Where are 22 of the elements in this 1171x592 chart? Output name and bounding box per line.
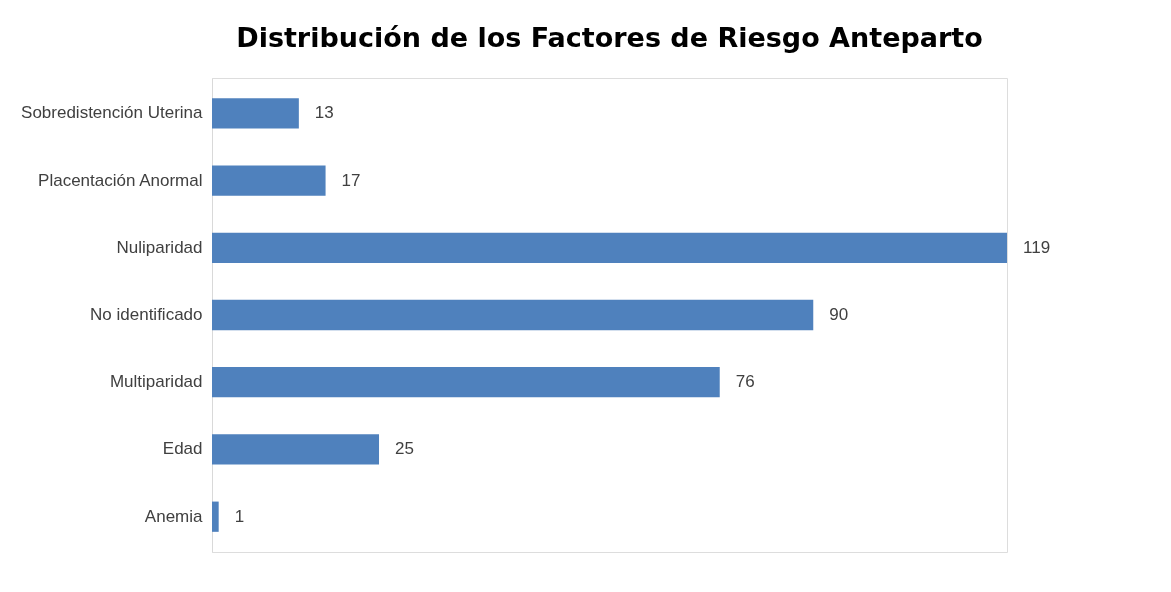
bar <box>212 501 219 532</box>
y-tick-label: Nuliparidad <box>116 237 203 257</box>
data-label: 13 <box>314 103 334 123</box>
data-label: 17 <box>341 170 361 190</box>
y-tick-label: Anemia <box>144 506 204 526</box>
data-label: 119 <box>1023 237 1051 257</box>
bar <box>212 98 299 129</box>
data-label: 1 <box>234 506 245 526</box>
bar <box>212 299 814 331</box>
data-label: 90 <box>829 305 849 324</box>
y-tick-label: Multiparidad <box>109 372 203 392</box>
y-tick-label: Placentación Anormal <box>38 170 203 190</box>
bar <box>212 232 1007 263</box>
bar <box>212 434 380 465</box>
y-tick-label: Edad <box>162 439 203 459</box>
y-tick-label: No identificado <box>90 305 203 324</box>
y-tick-label: Sobredistención Uterina <box>21 103 204 123</box>
chart-title: Distribución de los Factores de Riesgo Anteparto <box>236 22 983 53</box>
bar <box>212 367 720 398</box>
data-label: 76 <box>735 372 755 392</box>
data-label: 25 <box>395 439 414 459</box>
bar <box>212 165 326 196</box>
